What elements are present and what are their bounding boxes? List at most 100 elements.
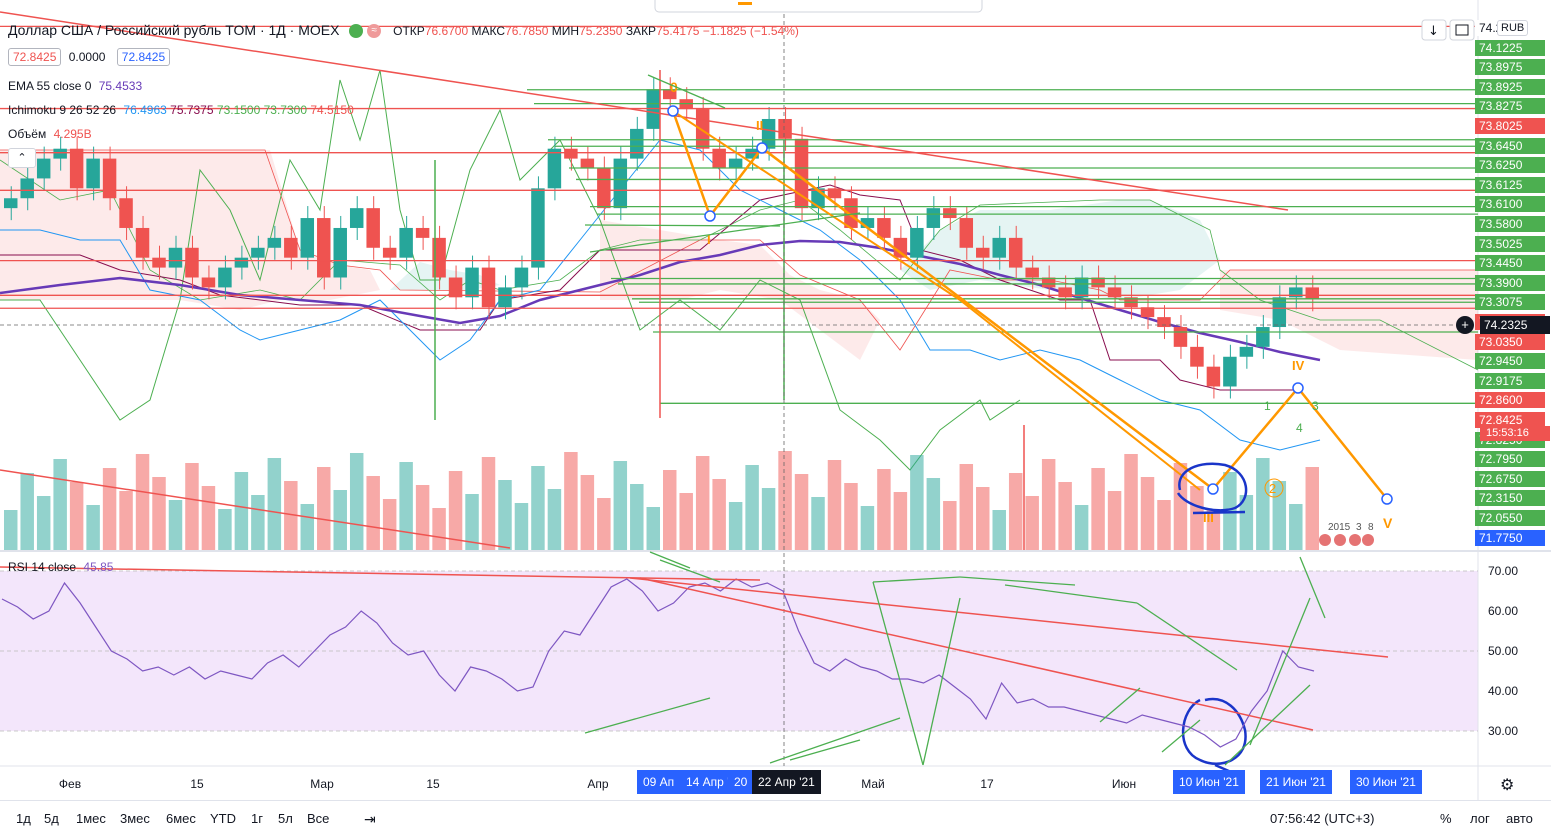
- rsi-legend[interactable]: RSI 14 close 45.85: [8, 560, 114, 574]
- candle-body: [267, 237, 282, 248]
- range-all[interactable]: Все: [307, 811, 330, 826]
- hand-circle-price: [1176, 462, 1248, 515]
- wave-points: [667, 105, 1393, 505]
- candle-body: [1256, 327, 1270, 347]
- time-axis-highlight: 10 Июн '21: [1173, 770, 1245, 794]
- fullscreen-button[interactable]: [1449, 19, 1475, 41]
- range-3m[interactable]: 3мес: [120, 811, 150, 826]
- price-axis-label: 71.7750: [1475, 529, 1545, 546]
- candle-body: [778, 118, 792, 139]
- volume-bar: [943, 501, 957, 550]
- candle-body: [1173, 327, 1188, 347]
- volume-bar: [630, 484, 644, 550]
- time-axis-highlight: 20: [728, 770, 754, 794]
- ask-box[interactable]: 72.8425: [116, 48, 171, 66]
- rsi-axis-label: 30.00: [1488, 724, 1519, 738]
- add-alert-icon[interactable]: +: [1456, 316, 1474, 334]
- price-axis-label: 73.6125: [1475, 176, 1545, 193]
- candle-body: [234, 257, 249, 268]
- volume-bar: [465, 494, 479, 550]
- candle-body: [382, 247, 397, 258]
- range-1d[interactable]: 1д: [16, 811, 31, 826]
- volume-bar: [1107, 491, 1122, 550]
- volume-bar: [597, 498, 611, 550]
- auto-toggle[interactable]: авто: [1506, 811, 1533, 826]
- volume-bar: [432, 508, 446, 550]
- candle-body: [53, 148, 67, 159]
- clock[interactable]: 07:56:42 (UTC+3): [1270, 811, 1375, 826]
- svg-text:3: 3: [1356, 522, 1362, 533]
- time-axis-highlight: 09 Ап: [637, 770, 681, 794]
- range-6m[interactable]: 6мес: [166, 811, 196, 826]
- range-5y[interactable]: 5л: [278, 811, 293, 826]
- volume-bar: [1206, 509, 1221, 550]
- candle-body: [597, 168, 611, 209]
- volume-bar: [663, 470, 677, 550]
- volume-bar: [564, 452, 578, 550]
- delayed-icon: ≈: [367, 24, 382, 39]
- chart-canvas[interactable]: 0 II IV I III V 2 1 3 4: [0, 0, 1551, 800]
- candle-body: [531, 188, 545, 268]
- log-toggle[interactable]: лог: [1470, 811, 1490, 826]
- candle-body: [910, 227, 924, 258]
- volume-bar: [811, 497, 825, 550]
- candle-body: [745, 148, 759, 159]
- price-axis-label: 73.5025: [1475, 235, 1545, 252]
- time-axis-label: 17: [980, 777, 994, 791]
- floating-toolbar[interactable]: [654, 0, 983, 13]
- wave-label-2: 2: [1269, 481, 1276, 496]
- percent-toggle[interactable]: %: [1440, 811, 1452, 826]
- volume-bar: [284, 481, 298, 550]
- candle-body: [613, 158, 628, 209]
- price-axis-label: 73.5800: [1475, 216, 1545, 232]
- wave-label-ii: II: [756, 118, 763, 133]
- wave-label-3: 3: [1312, 399, 1319, 413]
- settings-gear-icon[interactable]: ⚙: [1500, 777, 1515, 794]
- candle-body: [728, 158, 743, 169]
- candle-body: [959, 218, 974, 248]
- collapse-legend-button[interactable]: ⌃: [8, 148, 36, 168]
- candle-body: [695, 109, 710, 149]
- price-axis-label: 72.6750: [1475, 470, 1545, 487]
- candle-body: [102, 158, 117, 199]
- candle-body: [514, 267, 529, 288]
- candle-body: [481, 267, 496, 308]
- candle-body: [366, 208, 380, 248]
- wave-label-1: 1: [1264, 399, 1271, 413]
- bid-box[interactable]: 72.8425: [8, 48, 62, 66]
- candle-body: [185, 247, 199, 278]
- currency-label[interactable]: RUB: [1497, 20, 1529, 36]
- elliott-wave-path: [671, 110, 1388, 500]
- time-axis-label: Июн: [1111, 777, 1137, 791]
- ema-55-line: [0, 239, 1321, 362]
- volume-bar: [679, 493, 693, 550]
- volume-bar: [1058, 482, 1072, 550]
- range-1y[interactable]: 1г: [251, 811, 263, 826]
- wave-label-0: 0: [670, 79, 678, 95]
- range-1m[interactable]: 1мес: [76, 811, 106, 826]
- rsi-trendline-2: [629, 577, 1389, 658]
- volume-legend[interactable]: Объём 4.295B: [8, 127, 92, 141]
- volume-bar: [926, 478, 941, 550]
- symbol-title[interactable]: Доллар США / Российский рубль TOM · 1Д ·…: [8, 22, 340, 38]
- candle-body: [926, 208, 941, 228]
- candle-body: [827, 188, 842, 199]
- volume-bar: [531, 466, 545, 550]
- price-pane[interactable]: [0, 0, 1478, 550]
- candle-body: [415, 227, 430, 238]
- range-ytd[interactable]: YTD: [210, 811, 236, 826]
- scroll-down-button[interactable]: [1421, 19, 1447, 41]
- ichimoku-legend[interactable]: Ichimoku 9 26 52 26 76.4963 75.7375 73.1…: [8, 103, 354, 117]
- volume-bar: [102, 468, 117, 550]
- volume-bar: [695, 456, 710, 550]
- time-axis-highlight: 22 Апр '21: [752, 770, 821, 794]
- candle-body: [1206, 366, 1221, 387]
- volume-bar: [399, 462, 413, 550]
- volume-bar: [844, 483, 858, 550]
- ichimoku-cloud-bull-2: [900, 200, 1220, 300]
- ema-legend[interactable]: EMA 55 close 0 75.4533: [8, 79, 143, 93]
- price-axis-label: 73.3900: [1475, 274, 1545, 291]
- goto-date-icon[interactable]: ⇥: [364, 811, 376, 827]
- range-5d[interactable]: 5д: [44, 811, 59, 826]
- wave-ext-line-2: [959, 299, 1201, 491]
